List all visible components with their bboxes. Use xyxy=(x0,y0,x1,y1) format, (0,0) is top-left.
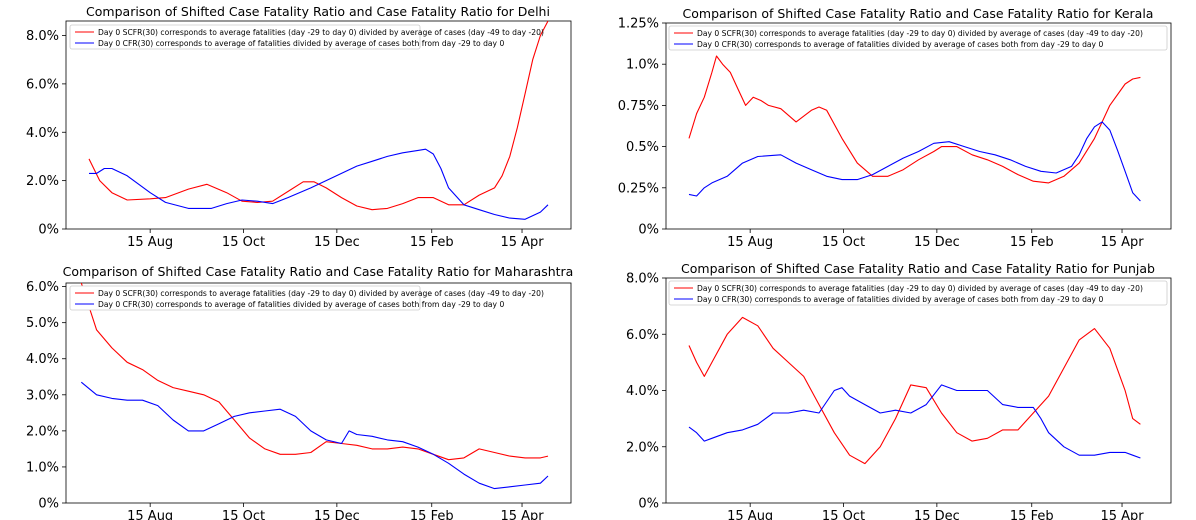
x-tick-label: 15 Apr xyxy=(500,235,544,250)
y-tick-label: 3.0% xyxy=(26,388,59,403)
x-tick-label: 15 Oct xyxy=(822,235,865,250)
plot-area-punjab xyxy=(665,277,1172,504)
chart-title-maharashtra: Comparison of Shifted Case Fatality Rati… xyxy=(63,264,574,279)
y-tick-label: 0% xyxy=(638,223,659,238)
series-line-scfr-maharashtra xyxy=(80,282,549,461)
x-tick-label: 15 Apr xyxy=(500,509,544,520)
legend-label-scfr: Day 0 SCFR(30) corresponds to average fa… xyxy=(98,289,544,298)
x-tick-label: 15 Feb xyxy=(410,509,454,520)
y-tick-label: 0.25% xyxy=(618,181,659,196)
series-line-cfr-maharashtra xyxy=(80,381,549,490)
legend-label-cfr: Day 0 CFR(30) corresponds to average of … xyxy=(697,295,1103,304)
y-tick-label: 0.75% xyxy=(618,99,659,114)
x-tick-label: 15 Apr xyxy=(1100,509,1144,520)
y-tick-label: 2.0% xyxy=(26,424,59,439)
y-tick-label: 6.0% xyxy=(26,280,59,295)
x-tick-label: 15 Oct xyxy=(222,235,265,250)
chart-delhi: Comparison of Shifted Case Fatality Rati… xyxy=(26,4,572,250)
chart-title-kerala: Comparison of Shifted Case Fatality Rati… xyxy=(683,6,1154,21)
legend-label-cfr: Day 0 CFR(30) corresponds to average of … xyxy=(98,39,504,48)
y-tick-label: 6.0% xyxy=(26,77,59,92)
y-tick-label: 1.0% xyxy=(26,460,59,475)
plot-area-maharashtra xyxy=(65,282,572,504)
plot-area-delhi xyxy=(65,20,572,230)
x-tick-label: 15 Dec xyxy=(914,509,960,520)
x-tick-label: 15 Feb xyxy=(1010,509,1054,520)
x-tick-label: 15 Apr xyxy=(1100,235,1144,250)
x-tick-label: 15 Aug xyxy=(127,509,173,520)
y-tick-label: 2.0% xyxy=(626,440,659,455)
series-line-cfr-kerala xyxy=(688,121,1141,202)
x-tick-label: 15 Aug xyxy=(127,235,173,250)
x-tick-label: 15 Dec xyxy=(314,235,360,250)
x-tick-label: 15 Oct xyxy=(822,509,865,520)
series-line-scfr-kerala xyxy=(688,55,1141,184)
y-tick-label: 8.0% xyxy=(626,272,659,287)
plot-area-kerala xyxy=(665,22,1172,230)
x-tick-label: 15 Aug xyxy=(727,509,773,520)
y-tick-label: 0% xyxy=(38,497,59,512)
x-tick-label: 15 Oct xyxy=(222,509,265,520)
y-tick-label: 4.0% xyxy=(626,384,659,399)
legend-punjab: Day 0 SCFR(30) corresponds to average fa… xyxy=(668,280,1168,306)
y-tick-label: 0.5% xyxy=(626,140,659,155)
y-tick-label: 4.0% xyxy=(26,126,59,141)
legend-label-cfr: Day 0 CFR(30) corresponds to average of … xyxy=(697,40,1103,49)
legend-maharashtra: Day 0 SCFR(30) corresponds to average fa… xyxy=(69,285,544,311)
y-tick-label: 0% xyxy=(38,223,59,238)
y-tick-label: 5.0% xyxy=(26,316,59,331)
y-tick-label: 1.25% xyxy=(618,17,659,32)
x-tick-label: 15 Dec xyxy=(314,509,360,520)
y-tick-label: 4.0% xyxy=(26,352,59,367)
y-tick-label: 0% xyxy=(638,497,659,512)
y-tick-label: 6.0% xyxy=(626,328,659,343)
x-tick-label: 15 Feb xyxy=(1010,235,1054,250)
legend-label-cfr: Day 0 CFR(30) corresponds to average of … xyxy=(98,300,504,309)
legend-label-scfr: Day 0 SCFR(30) corresponds to average fa… xyxy=(98,28,544,37)
chart-title-punjab: Comparison of Shifted Case Fatality Rati… xyxy=(681,261,1155,276)
series-line-scfr-delhi xyxy=(88,20,549,211)
x-tick-label: 15 Feb xyxy=(410,235,454,250)
legend-kerala: Day 0 SCFR(30) corresponds to average fa… xyxy=(668,25,1168,51)
y-tick-label: 1.0% xyxy=(626,58,659,73)
chart-kerala: Comparison of Shifted Case Fatality Rati… xyxy=(618,6,1172,250)
chart-maharashtra: Comparison of Shifted Case Fatality Rati… xyxy=(26,264,573,520)
chart-title-delhi: Comparison of Shifted Case Fatality Rati… xyxy=(86,4,550,19)
chart-punjab: Comparison of Shifted Case Fatality Rati… xyxy=(626,261,1172,520)
y-tick-label: 8.0% xyxy=(26,29,59,44)
legend-label-scfr: Day 0 SCFR(30) corresponds to average fa… xyxy=(697,284,1143,293)
x-tick-label: 15 Aug xyxy=(727,235,773,250)
series-line-cfr-punjab xyxy=(688,384,1141,459)
series-line-scfr-punjab xyxy=(688,316,1141,465)
series-line-cfr-delhi xyxy=(89,148,549,220)
legend-label-scfr: Day 0 SCFR(30) corresponds to average fa… xyxy=(697,29,1143,38)
legend-delhi: Day 0 SCFR(30) corresponds to average fa… xyxy=(69,24,544,50)
y-tick-label: 2.0% xyxy=(26,174,59,189)
x-tick-label: 15 Dec xyxy=(914,235,960,250)
